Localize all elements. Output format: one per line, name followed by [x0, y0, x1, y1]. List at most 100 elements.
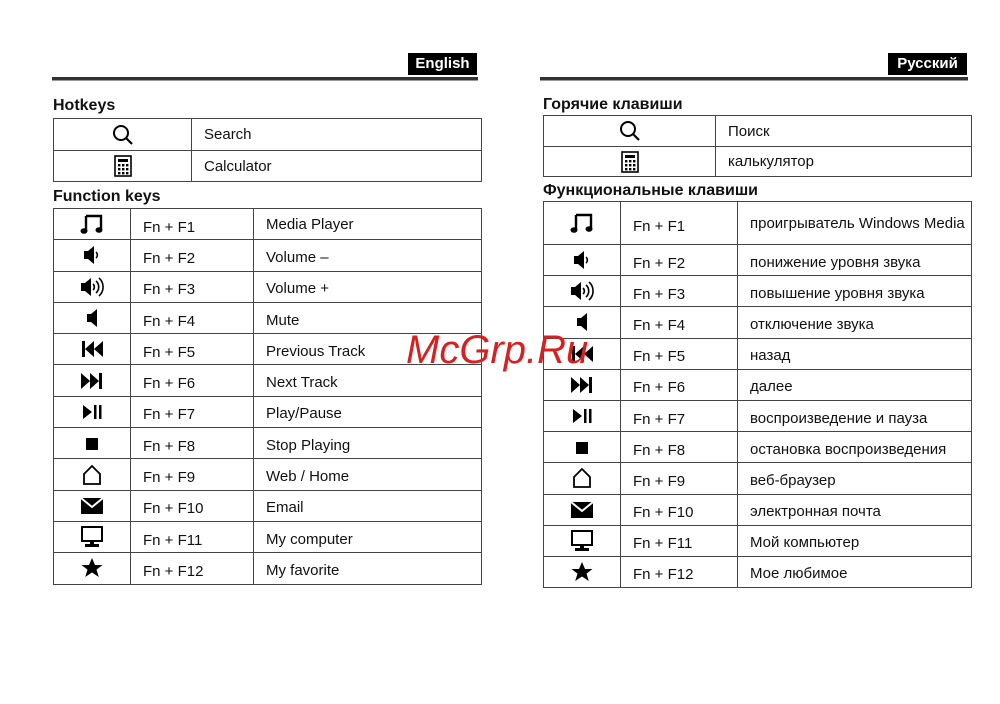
key-cell: Fn + F9	[130, 458, 254, 491]
icon-cell	[53, 333, 131, 366]
icon-cell	[543, 368, 621, 401]
watermark: McGrp.Ru	[406, 328, 589, 372]
key-cell: Fn + F11	[620, 524, 738, 557]
label-cell: повышение уровня звука	[737, 275, 972, 308]
icon-cell	[53, 301, 131, 335]
label-cell: назад	[737, 337, 972, 370]
label-cell: Мое любимое	[737, 555, 972, 589]
function-key-row: Fn + F12 Мое любимое	[543, 555, 972, 589]
search-icon	[112, 124, 134, 145]
function-key-row: Fn + F4 Mute	[53, 301, 482, 335]
previous-track-icon	[80, 340, 104, 358]
label-cell: Next Track	[253, 364, 482, 397]
key-cell: Fn + F4	[130, 301, 254, 335]
function-key-row: Fn + F7 воспроизведение и пауза	[543, 399, 972, 433]
play-pause-icon	[571, 407, 593, 424]
hotkey-row: Calculator	[53, 150, 482, 182]
key-cell: Fn + F7	[130, 395, 254, 429]
function-key-row: Fn + F12 My favorite	[53, 552, 482, 585]
icon-cell	[53, 458, 131, 491]
label-cell: Search	[191, 118, 482, 151]
function-keys-table-russian: Fn + F1 проигрыватель Windows Media Fn + F…	[543, 201, 972, 589]
computer-icon	[80, 526, 104, 548]
email-icon	[80, 497, 104, 514]
icon-cell	[543, 201, 621, 245]
volume-down-icon	[571, 251, 593, 270]
icon-cell	[53, 364, 131, 397]
icon-cell	[543, 399, 621, 433]
key-cell: Fn + F5	[130, 333, 254, 366]
volume-up-icon	[569, 281, 595, 301]
next-track-icon	[80, 372, 104, 389]
key-cell: Fn + F12	[130, 552, 254, 585]
label-cell: Media Player	[253, 207, 482, 241]
label-cell: Previous Track	[253, 333, 482, 366]
icon-cell	[53, 270, 131, 303]
language-badge-russian: Русский	[888, 53, 967, 75]
icon-cell	[543, 275, 621, 308]
label-cell: Calculator	[191, 150, 482, 182]
label-cell: Stop Playing	[253, 427, 482, 460]
icon-cell	[53, 489, 131, 522]
icon-cell	[53, 150, 192, 182]
function-key-row: Fn + F10 Email	[53, 489, 482, 522]
icon-cell	[543, 493, 621, 526]
hotkeys-title: Горячие клавиши	[543, 96, 683, 113]
icon-cell	[543, 115, 716, 147]
email-icon	[570, 500, 594, 518]
function-key-row: Fn + F2 Volume –	[53, 239, 482, 272]
label-cell: далее	[737, 368, 972, 401]
key-cell: Fn + F2	[620, 243, 738, 277]
function-keys-table-english: Fn + F1 Media Player Fn + F2 Volume – Fn + F…	[53, 207, 482, 585]
hotkey-row: калькулятор	[543, 146, 972, 177]
key-cell: Fn + F3	[620, 275, 738, 308]
search-icon	[619, 121, 641, 141]
function-key-row: Fn + F1 проигрыватель Windows Media	[543, 201, 972, 245]
key-cell: Fn + F7	[620, 399, 738, 433]
play-pause-icon	[81, 403, 103, 420]
home-icon	[571, 468, 593, 489]
hotkeys-title: Hotkeys	[53, 97, 116, 114]
key-cell: Fn + F1	[620, 201, 738, 245]
stop-icon	[85, 435, 99, 452]
key-cell: Fn + F6	[130, 364, 254, 397]
function-keys-title: Функциональные клавиши	[543, 182, 759, 199]
hotkeys-table-russian: Поиск калькулятор	[543, 115, 972, 177]
mute-icon	[81, 309, 103, 328]
icon-cell	[543, 243, 621, 277]
icon-cell	[53, 118, 192, 151]
icon-cell	[543, 431, 621, 464]
label-cell: Email	[253, 489, 482, 522]
calculator-icon	[113, 155, 132, 177]
icon-cell	[53, 239, 131, 272]
icon-cell	[53, 552, 131, 585]
icon-cell	[543, 146, 716, 177]
mute-icon	[571, 313, 593, 332]
label-cell: My favorite	[253, 552, 482, 585]
function-key-row: Fn + F6 далее	[543, 368, 972, 401]
computer-icon	[570, 529, 594, 551]
volume-up-icon	[79, 277, 105, 297]
volume-down-icon	[81, 246, 103, 265]
icon-cell	[543, 462, 621, 495]
key-cell: Fn + F6	[620, 368, 738, 401]
function-key-row: Fn + F7 Play/Pause	[53, 395, 482, 429]
star-icon	[571, 561, 593, 581]
function-key-row: Fn + F10 электронная почта	[543, 493, 972, 526]
label-cell: Поиск	[715, 115, 972, 147]
icon-cell	[53, 395, 131, 429]
label-cell: Volume +	[253, 270, 482, 303]
label-cell: понижение уровня звука	[737, 243, 972, 277]
label-cell: Play/Pause	[253, 395, 482, 429]
key-cell: Fn + F4	[620, 306, 738, 339]
icon-cell	[543, 555, 621, 589]
function-key-row: Fn + F2 понижение уровня звука	[543, 243, 972, 277]
key-cell: Fn + F12	[620, 555, 738, 589]
label-cell: остановка воспроизведения	[737, 431, 972, 464]
icon-cell	[543, 337, 621, 370]
previous-track-icon	[570, 345, 594, 362]
star-icon	[81, 558, 103, 578]
label-cell: электронная почта	[737, 493, 972, 526]
label-cell: воспроизведение и пауза	[737, 399, 972, 433]
